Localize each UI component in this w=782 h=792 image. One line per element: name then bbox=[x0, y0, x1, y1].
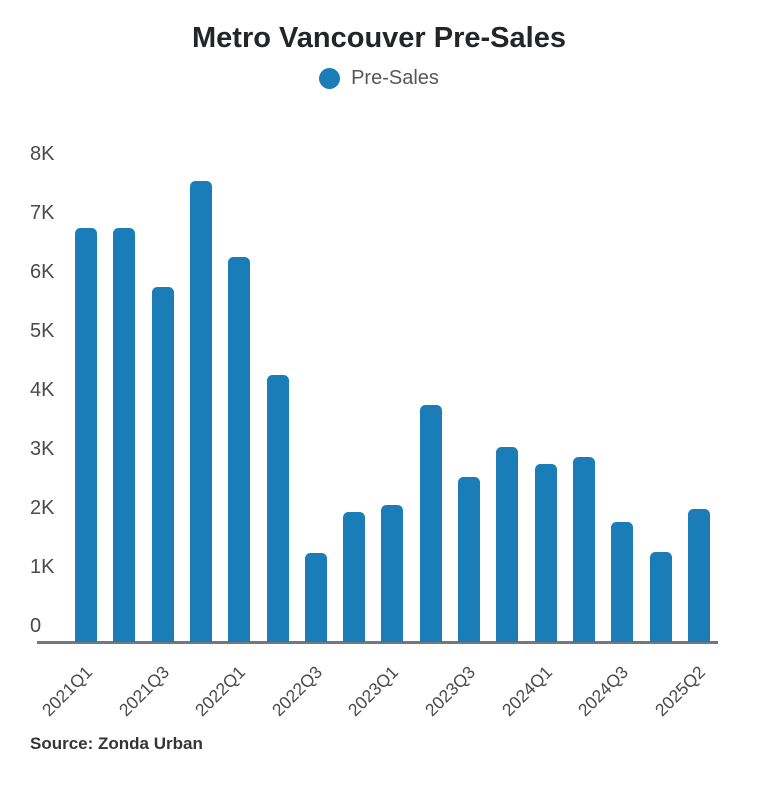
bar-2023Q4 bbox=[496, 447, 519, 642]
bar-2021Q2 bbox=[113, 227, 136, 642]
x-axis-line bbox=[37, 641, 718, 644]
bar-2024Q3 bbox=[611, 522, 634, 642]
y-tick-label-3K: 3K bbox=[30, 438, 55, 460]
legend-marker-icon bbox=[319, 68, 341, 89]
y-tick-label-5K: 5K bbox=[30, 320, 55, 342]
y-tick-label-7K: 7K bbox=[30, 202, 55, 224]
legend-item-pre-sales[interactable]: Pre-Sales bbox=[319, 67, 439, 90]
bar-2021Q3 bbox=[151, 286, 174, 642]
chart-title: Metro Vancouver Pre-Sales bbox=[192, 22, 566, 54]
bar-2022Q2 bbox=[266, 375, 289, 642]
bar-2024Q2 bbox=[572, 457, 595, 642]
y-tick-label-8K: 8K bbox=[30, 143, 55, 165]
y-tick-label-4K: 4K bbox=[30, 379, 55, 401]
bar-2023Q2 bbox=[419, 404, 442, 642]
bar-2021Q4 bbox=[189, 180, 212, 642]
y-tick-label-6K: 6K bbox=[30, 261, 55, 283]
bar-2025Q2 bbox=[687, 509, 710, 642]
legend-label: Pre-Sales bbox=[351, 67, 439, 89]
bar-2022Q3 bbox=[304, 552, 327, 642]
bar-2024Q4 bbox=[649, 552, 672, 642]
bar-2022Q1 bbox=[228, 257, 251, 642]
bar-2022Q4 bbox=[343, 512, 366, 642]
source-attribution: Source: Zonda Urban bbox=[30, 734, 203, 753]
bar-2023Q3 bbox=[458, 476, 480, 642]
y-tick-label-2K: 2K bbox=[30, 497, 55, 519]
legend: Pre-Sales bbox=[0, 67, 758, 90]
bar-2021Q1 bbox=[75, 227, 97, 642]
y-tick-label-0: 0 bbox=[30, 615, 42, 637]
bar-2024Q1 bbox=[534, 463, 557, 642]
y-tick-label-1K: 1K bbox=[30, 556, 55, 578]
chart-header: Metro Vancouver Pre-Sales Pre-Sales bbox=[0, 0, 758, 90]
bar-2023Q1 bbox=[381, 505, 404, 642]
